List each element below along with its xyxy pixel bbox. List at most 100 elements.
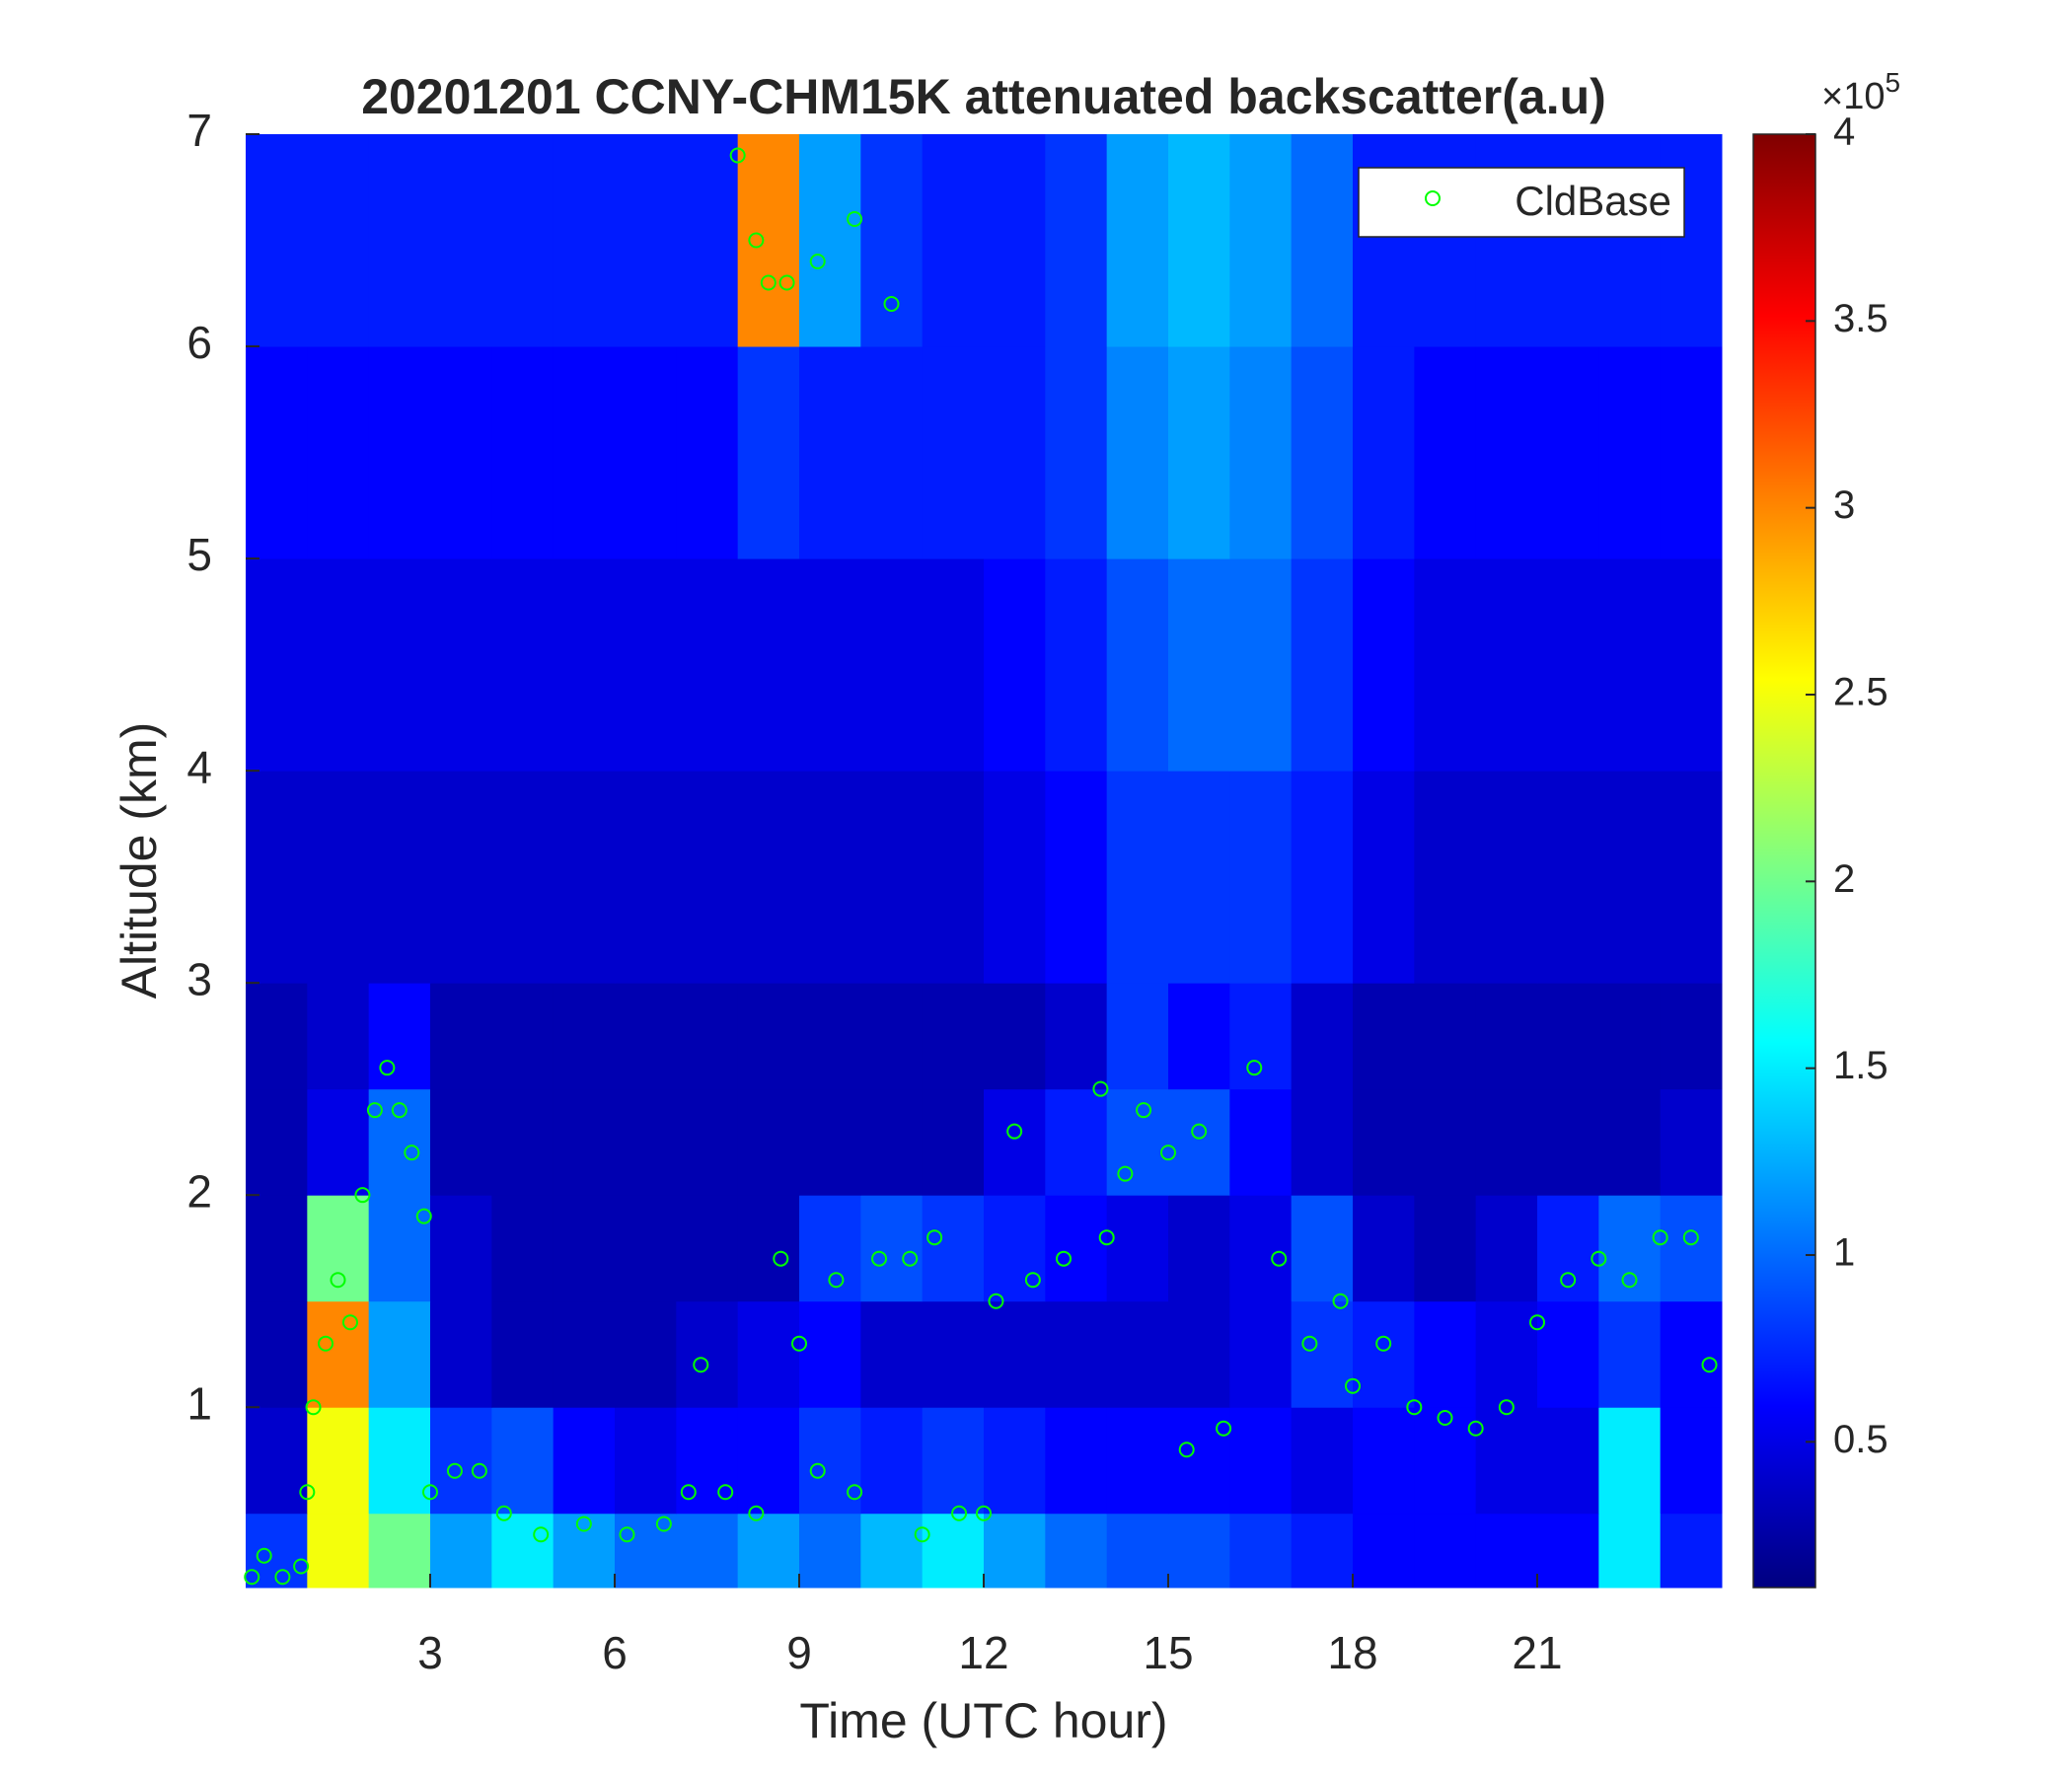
heatmap-cell	[1353, 346, 1415, 559]
heatmap-cell	[1229, 1513, 1293, 1589]
heatmap-cell	[737, 1407, 800, 1515]
heatmap-cell	[1414, 1513, 1477, 1589]
cloud-base-point	[244, 1569, 260, 1586]
heatmap-cell	[1168, 1407, 1230, 1515]
heatmap-cell	[430, 1195, 492, 1302]
heatmap-cell	[1168, 1088, 1230, 1196]
heatmap-cell	[1106, 1300, 1169, 1408]
cloud-base-point	[305, 1399, 322, 1416]
cloud-base-point	[1467, 1420, 1484, 1437]
heatmap-cell	[615, 1300, 677, 1408]
x-tick-label: 12	[958, 1627, 1008, 1678]
heatmap-cell	[1537, 134, 1599, 347]
heatmap-cell	[1537, 1407, 1599, 1515]
heatmap-cell	[1660, 1300, 1723, 1408]
heatmap-cell	[1598, 558, 1662, 772]
heatmap-cell	[922, 1513, 985, 1589]
cloud-base-point	[1178, 1442, 1195, 1458]
y-tick-label: 4	[186, 741, 212, 792]
heatmap-cell	[307, 1407, 370, 1515]
heatmap-cell	[1660, 558, 1723, 772]
heatmap-cell	[1168, 346, 1230, 559]
heatmap-cell	[922, 346, 985, 559]
cloud-base-point	[748, 232, 765, 249]
cloud-base-point	[828, 1272, 845, 1289]
cloud-base-point	[318, 1335, 334, 1352]
cloud-base-point	[791, 1335, 807, 1352]
cloud-base-point	[1136, 1102, 1152, 1119]
cloud-base-point	[773, 1250, 789, 1267]
heatmap-cell	[430, 1407, 492, 1515]
heatmap-cell	[1475, 134, 1538, 347]
heatmap-cell	[676, 558, 739, 772]
cloud-base-point	[1160, 1145, 1176, 1161]
heatmap-cell	[1475, 771, 1538, 984]
x-tick-label: 6	[602, 1627, 628, 1678]
heatmap-cell	[922, 558, 985, 772]
heatmap-cell	[553, 134, 616, 347]
cloud-base-point	[655, 1516, 672, 1532]
heatmap-cell	[860, 1195, 924, 1302]
heatmap-cell	[1598, 1300, 1662, 1408]
heatmap-cell	[1291, 346, 1354, 559]
cloud-base-point	[366, 1102, 383, 1119]
heatmap-cell	[1414, 346, 1477, 559]
heatmap-cell	[1045, 134, 1108, 347]
heatmap-cell	[860, 1300, 924, 1408]
heatmap-cell	[615, 1195, 677, 1302]
heatmap-cell	[246, 134, 308, 347]
y-tick-label: 3	[186, 953, 212, 1004]
heatmap-cell	[1537, 771, 1599, 984]
heatmap-cell	[922, 1195, 985, 1302]
heatmap-cell	[1598, 983, 1662, 1090]
heatmap-cell	[368, 1513, 431, 1589]
heatmap-cell	[246, 983, 308, 1090]
heatmap-cell	[1291, 1300, 1354, 1408]
y-tick-label: 7	[186, 105, 212, 156]
heatmap-cell	[737, 346, 800, 559]
heatmap-cell	[799, 346, 861, 559]
cloud-base-point	[495, 1505, 512, 1521]
heatmap-cell	[1475, 346, 1538, 559]
colorbar-tick-label: 2.5	[1833, 671, 1888, 714]
cloud-base-point	[809, 1462, 826, 1479]
heatmap-cell	[1660, 1088, 1723, 1196]
heatmap-cell	[984, 1300, 1046, 1408]
cloud-base-point	[1406, 1399, 1423, 1416]
heatmap-cell	[615, 1088, 677, 1196]
heatmap-cell	[1229, 983, 1293, 1090]
heatmap-cell	[1598, 346, 1662, 559]
cloud-base-point	[847, 211, 863, 228]
heatmap-cell	[1475, 558, 1538, 772]
cloud-base-point	[748, 1505, 765, 1521]
cloud-base-point	[778, 274, 795, 291]
heatmap-cell	[737, 558, 800, 772]
heatmap-cell	[1660, 771, 1723, 984]
y-tick-label: 1	[186, 1377, 212, 1429]
heatmap-cell	[1414, 771, 1477, 984]
heatmap-cell	[984, 1088, 1046, 1196]
heatmap-cell	[553, 346, 616, 559]
heatmap-cell	[1598, 771, 1662, 984]
heatmap-cell	[1353, 771, 1415, 984]
heatmap-cell	[1291, 558, 1354, 772]
heatmap-cell	[307, 1300, 370, 1408]
heatmap-cell	[1168, 134, 1230, 347]
heatmap-cell	[615, 983, 677, 1090]
heatmap-cell	[1414, 134, 1477, 347]
cloud-base-point	[847, 1484, 863, 1501]
heatmap-cell	[860, 1407, 924, 1515]
heatmap-cell	[491, 771, 555, 984]
heatmap-cell	[1168, 1195, 1230, 1302]
heatmap-cell	[1045, 771, 1108, 984]
heatmap-cell	[246, 771, 308, 984]
heatmap-cell	[368, 1195, 431, 1302]
colorbar-tick-label: 2	[1833, 857, 1855, 901]
heatmap-cell	[1414, 1195, 1477, 1302]
cloud-base-point	[575, 1516, 592, 1532]
heatmap-cell	[368, 771, 431, 984]
heatmap-cell	[676, 1407, 739, 1515]
heatmap-cell	[984, 346, 1046, 559]
heatmap-cell	[1291, 134, 1354, 347]
cloud-base-point	[341, 1314, 358, 1331]
